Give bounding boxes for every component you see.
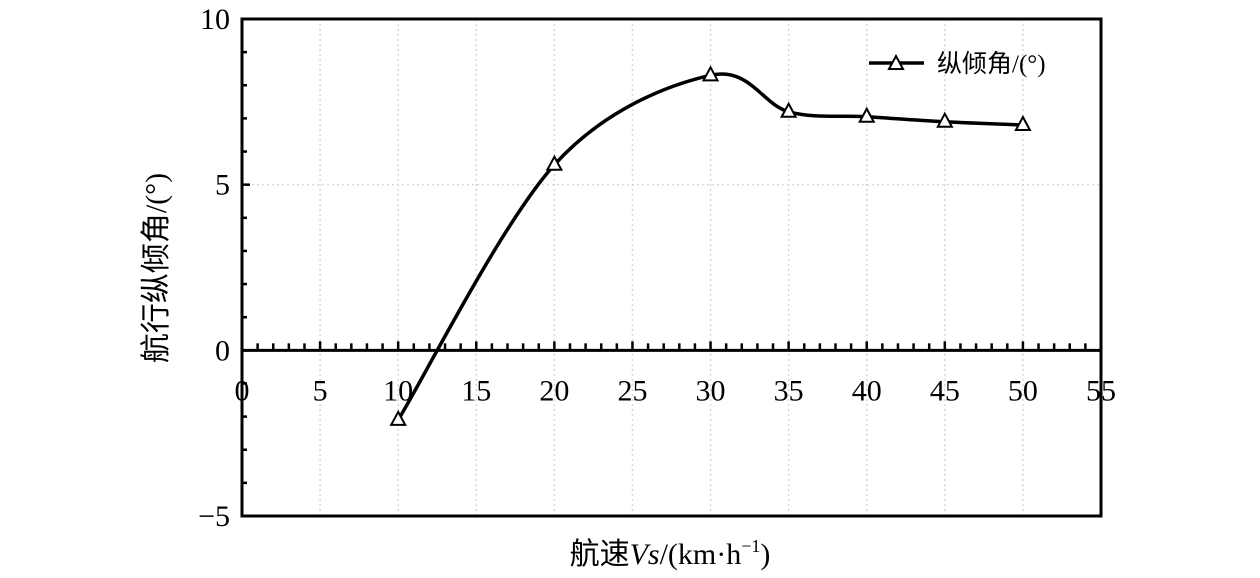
- x-tick-label: 30: [696, 374, 726, 407]
- y-tick-label: 5: [215, 169, 230, 202]
- x-tick-label: 25: [617, 374, 647, 407]
- data-point-triangle: [779, 101, 798, 118]
- series: [389, 65, 1032, 426]
- data-point-triangle: [858, 106, 876, 123]
- x-tick-label: 20: [539, 374, 569, 407]
- x-tick-label: 40: [852, 374, 882, 407]
- x-axis-label-sup: −1: [741, 536, 760, 556]
- x-tick-label: 35: [774, 374, 804, 407]
- x-axis-label-prefix: 航速: [570, 538, 630, 571]
- legend: 纵倾角/(°): [869, 50, 1046, 78]
- data-point-triangle: [1014, 114, 1032, 132]
- x-axis-label-italic: Vs: [630, 538, 660, 571]
- axes: [240, 17, 1103, 518]
- x-tick-label: 5: [313, 374, 328, 407]
- x-tick-label: 50: [1008, 374, 1038, 407]
- x-tick-label: 15: [461, 374, 491, 407]
- x-axis-label-suffix: /(km·h: [660, 538, 742, 571]
- data-point-triangle: [545, 154, 564, 171]
- grid: [242, 19, 1101, 516]
- data-point-triangle: [936, 111, 954, 128]
- y-tick-label: 10: [200, 3, 230, 36]
- x-axis-label-close: ): [760, 538, 770, 571]
- legend-label: 纵倾角/(°): [937, 50, 1046, 78]
- y-axis-label: 航行纵倾角/(°): [140, 173, 173, 363]
- plot-frame: [240, 17, 1103, 518]
- data-point-triangle: [389, 409, 407, 426]
- x-tick-label: 55: [1086, 374, 1116, 407]
- series-line: [396, 72, 1023, 421]
- legend-marker-triangle: [887, 53, 905, 70]
- y-tick-label: −5: [198, 500, 230, 533]
- x-tick-label: 0: [235, 374, 250, 407]
- data-point-triangle: [701, 65, 720, 82]
- y-tick-label: 0: [215, 334, 230, 367]
- x-axis-label: 航速Vs/(km·h−1): [570, 536, 771, 571]
- x-tick-label: 45: [930, 374, 960, 407]
